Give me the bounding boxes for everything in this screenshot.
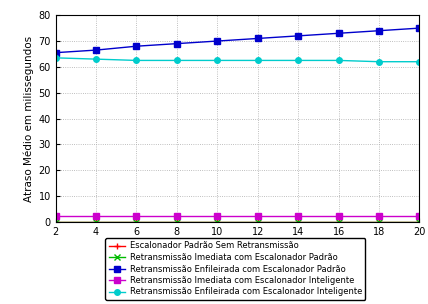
Retransmissão Enfileirada com Escalonador Padrão bbox=[377, 29, 382, 33]
Retransmissão Imediata com Escalonador Inteligente bbox=[53, 214, 58, 218]
Retransmissão Enfileirada com Escalonador Inteligente bbox=[134, 59, 139, 62]
Retransmissão Imediata com Escalonador Padrão bbox=[93, 220, 98, 224]
Retransmissão Imediata com Escalonador Padrão bbox=[134, 220, 139, 224]
Retransmissão Enfileirada com Escalonador Inteligente bbox=[93, 57, 98, 61]
Retransmissão Imediata com Escalonador Padrão bbox=[336, 220, 341, 224]
Escalonador Padrão Sem Retransmissão bbox=[134, 220, 139, 224]
Escalonador Padrão Sem Retransmissão bbox=[174, 220, 179, 224]
Retransmissão Imediata com Escalonador Padrão bbox=[174, 220, 179, 224]
Retransmissão Enfileirada com Escalonador Inteligente bbox=[255, 59, 260, 62]
Escalonador Padrão Sem Retransmissão bbox=[53, 220, 58, 224]
Line: Retransmissão Enfileirada com Escalonador Inteligente: Retransmissão Enfileirada com Escalonado… bbox=[53, 55, 422, 64]
Retransmissão Imediata com Escalonador Padrão bbox=[417, 220, 422, 224]
Retransmissão Imediata com Escalonador Inteligente bbox=[134, 214, 139, 218]
Line: Escalonador Padrão Sem Retransmissão: Escalonador Padrão Sem Retransmissão bbox=[52, 219, 423, 225]
Retransmissão Enfileirada com Escalonador Padrão bbox=[134, 44, 139, 48]
Retransmissão Imediata com Escalonador Inteligente bbox=[255, 214, 260, 218]
Escalonador Padrão Sem Retransmissão bbox=[296, 220, 301, 224]
Retransmissão Imediata com Escalonador Inteligente bbox=[93, 214, 98, 218]
Escalonador Padrão Sem Retransmissão bbox=[336, 220, 341, 224]
Retransmissão Enfileirada com Escalonador Inteligente bbox=[296, 59, 301, 62]
Retransmissão Enfileirada com Escalonador Padrão bbox=[255, 37, 260, 40]
Retransmissão Imediata com Escalonador Padrão bbox=[255, 220, 260, 224]
Retransmissão Enfileirada com Escalonador Padrão bbox=[417, 26, 422, 30]
X-axis label: Taxa de Perda de Pacotes (em %): Taxa de Perda de Pacotes (em %) bbox=[151, 241, 324, 251]
Escalonador Padrão Sem Retransmissão bbox=[417, 220, 422, 224]
Retransmissão Enfileirada com Escalonador Padrão bbox=[174, 42, 179, 46]
Escalonador Padrão Sem Retransmissão bbox=[255, 220, 260, 224]
Retransmissão Enfileirada com Escalonador Inteligente bbox=[377, 60, 382, 64]
Retransmissão Imediata com Escalonador Inteligente bbox=[174, 214, 179, 218]
Retransmissão Enfileirada com Escalonador Inteligente bbox=[215, 59, 220, 62]
Retransmissão Imediata com Escalonador Inteligente bbox=[417, 214, 422, 218]
Retransmissão Enfileirada com Escalonador Inteligente bbox=[417, 60, 422, 64]
Retransmissão Imediata com Escalonador Inteligente bbox=[296, 214, 301, 218]
Retransmissão Imediata com Escalonador Padrão bbox=[215, 220, 220, 224]
Retransmissão Imediata com Escalonador Inteligente bbox=[215, 214, 220, 218]
Line: Retransmissão Enfileirada com Escalonador Padrão: Retransmissão Enfileirada com Escalonado… bbox=[53, 25, 422, 55]
Retransmissão Imediata com Escalonador Padrão bbox=[377, 220, 382, 224]
Retransmissão Enfileirada com Escalonador Padrão bbox=[296, 34, 301, 38]
Line: Retransmissão Imediata com Escalonador Inteligente: Retransmissão Imediata com Escalonador I… bbox=[53, 213, 422, 219]
Retransmissão Enfileirada com Escalonador Padrão bbox=[93, 48, 98, 52]
Retransmissão Imediata com Escalonador Padrão bbox=[53, 220, 58, 224]
Escalonador Padrão Sem Retransmissão bbox=[377, 220, 382, 224]
Retransmissão Imediata com Escalonador Inteligente bbox=[377, 214, 382, 218]
Retransmissão Enfileirada com Escalonador Padrão bbox=[215, 39, 220, 43]
Retransmissão Enfileirada com Escalonador Inteligente bbox=[336, 59, 341, 62]
Escalonador Padrão Sem Retransmissão bbox=[215, 220, 220, 224]
Retransmissão Imediata com Escalonador Inteligente bbox=[336, 214, 341, 218]
Retransmissão Enfileirada com Escalonador Inteligente bbox=[174, 59, 179, 62]
Retransmissão Enfileirada com Escalonador Padrão bbox=[336, 32, 341, 35]
Y-axis label: Atraso Médio em milissegundos: Atraso Médio em milissegundos bbox=[24, 36, 34, 202]
Line: Retransmissão Imediata com Escalonador Padrão: Retransmissão Imediata com Escalonador P… bbox=[52, 219, 423, 225]
Escalonador Padrão Sem Retransmissão bbox=[93, 220, 98, 224]
Retransmissão Enfileirada com Escalonador Inteligente bbox=[53, 56, 58, 60]
Retransmissão Imediata com Escalonador Padrão bbox=[296, 220, 301, 224]
Legend: Escalonador Padrão Sem Retransmissão, Retransmissão Imediata com Escalonador Pad: Escalonador Padrão Sem Retransmissão, Re… bbox=[105, 238, 366, 300]
Retransmissão Enfileirada com Escalonador Padrão bbox=[53, 51, 58, 54]
